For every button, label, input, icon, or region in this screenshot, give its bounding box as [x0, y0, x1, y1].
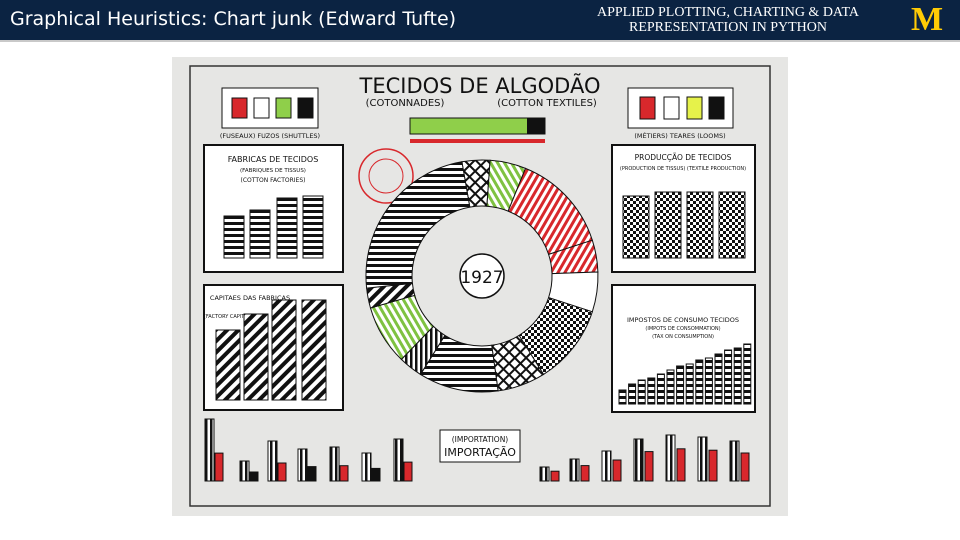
panel-bar	[733, 347, 742, 405]
import-bar	[644, 451, 654, 482]
production-bar	[409, 117, 546, 135]
import-bar	[393, 438, 404, 482]
swatch	[639, 96, 656, 120]
import-bar	[307, 466, 317, 482]
stamp	[368, 158, 404, 194]
import-bar	[633, 438, 644, 482]
header-bar: Graphical Heuristics: Chart junk (Edward…	[0, 0, 960, 42]
panel-title: PRODUCÇÃO DE TECIDOS	[635, 153, 732, 162]
poster-title: TECIDOS DE ALGODÃO	[359, 72, 601, 98]
import-bar	[697, 436, 708, 482]
import-bar	[403, 461, 413, 482]
panel-bar	[695, 359, 704, 405]
panel-bar	[215, 329, 241, 401]
import-box	[439, 429, 521, 463]
import-bar	[569, 458, 580, 482]
panel-subtitle: (FABRIQUES DE TISSUS)	[240, 168, 306, 174]
import-bar	[729, 440, 740, 482]
swatch	[686, 96, 703, 120]
panel-subtitle: (IMPOTS DE CONSOMMATION)	[645, 326, 720, 332]
panel-bar	[249, 209, 271, 259]
import-bar	[550, 470, 560, 482]
panel-bar	[628, 383, 637, 405]
panel-bar	[243, 313, 269, 401]
course-name: APPLIED PLOTTING, CHARTING & DATA REPRES…	[596, 5, 860, 35]
panel-bar	[656, 373, 665, 405]
swatch	[275, 97, 292, 119]
center-circle	[459, 253, 505, 299]
import-bar	[277, 462, 287, 482]
panel-subtitle: (COTTON FACTORIES)	[241, 177, 306, 184]
import-bar	[267, 440, 278, 482]
production-bar-end	[527, 118, 545, 134]
panel-bar	[686, 191, 714, 259]
consumption-bar	[410, 139, 545, 143]
import-bar	[601, 450, 612, 482]
poster-subtitle: (COTTON TEXTILES)	[497, 98, 597, 109]
donut-wedge	[365, 161, 471, 289]
swatch	[297, 97, 314, 119]
import-bar	[239, 460, 250, 482]
poster-frame	[189, 65, 771, 507]
panel-bar	[301, 299, 327, 401]
poster-bars	[204, 191, 752, 482]
import-bar	[371, 467, 381, 482]
legend-label: (FUSEAUX) FUZOS (SHUTTLES)	[220, 132, 320, 140]
panel-bar	[685, 363, 694, 405]
center-label: 1927	[460, 268, 503, 288]
panel-bar	[724, 349, 733, 405]
panel-bar	[223, 215, 245, 259]
swatch	[253, 97, 270, 119]
panel-subtitle: (PRODUCTION DE TISSUS) (TEXTILE PRODUCTI…	[620, 166, 746, 172]
panel-bar	[718, 191, 746, 259]
import-label: IMPORTAÇÃO	[444, 446, 516, 459]
panel-bar	[302, 195, 324, 259]
import-bar	[297, 448, 308, 482]
panel-title: IMPOSTOS DE CONSUMO TECIDOS	[627, 316, 739, 324]
import-bar	[708, 449, 718, 482]
slide-title: Graphical Heuristics: Chart junk (Edward…	[10, 8, 457, 30]
import-label: (IMPORTATION)	[452, 435, 509, 444]
import-bar	[665, 434, 676, 482]
logo: M	[910, 1, 944, 38]
import-bar	[612, 459, 622, 482]
panel-title: CAPITAES DAS FABRICAS	[210, 294, 290, 302]
legend-label: (MÉTIERS) TEARES (LOOMS)	[634, 131, 725, 140]
import-bar	[339, 465, 349, 482]
import-bar	[204, 418, 215, 482]
panel-bar	[637, 379, 646, 405]
import-bar	[214, 452, 224, 482]
panel-bar	[654, 191, 682, 259]
donut	[365, 159, 599, 393]
panel-bar	[622, 195, 650, 259]
panel-bar	[618, 389, 627, 405]
import-bar	[580, 465, 590, 482]
swatch	[231, 97, 248, 119]
panel-bar	[271, 299, 297, 401]
panel-bar	[666, 369, 675, 405]
panel-bar	[276, 197, 298, 259]
panel-title: FABRICAS DE TECIDOS	[228, 155, 319, 164]
panel-bar	[676, 365, 685, 405]
panel-subtitle: (FACTORY CAPITAL)	[204, 314, 252, 320]
swatch	[708, 96, 725, 120]
panel-bar	[647, 377, 656, 405]
import-bar	[539, 466, 550, 482]
panel-bar	[743, 343, 752, 405]
swatch	[663, 96, 680, 120]
import-bar	[361, 452, 372, 482]
poster-image: TECIDOS DE ALGODÃO (COTONNADES) (COTTON …	[172, 57, 788, 516]
import-bar	[676, 448, 686, 482]
import-bar	[249, 471, 259, 482]
panel-subtitle: (TAX ON CONSUMPTION)	[652, 334, 714, 340]
panel-bar	[704, 357, 713, 405]
import-bar	[329, 446, 340, 482]
panel-bar	[714, 353, 723, 405]
import-bar	[740, 452, 750, 482]
stamp	[358, 148, 414, 204]
poster-subtitle: (COTONNADES)	[366, 98, 445, 109]
